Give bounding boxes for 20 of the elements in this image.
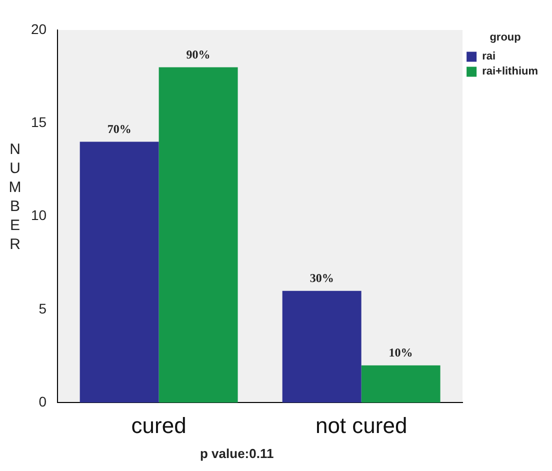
legend-label: rai <box>482 50 496 63</box>
y-axis-title: NUMBER <box>8 140 22 254</box>
annotation: 30% <box>310 270 334 285</box>
y-tick-label: 10 <box>30 207 47 224</box>
annotation: 10% <box>388 345 413 360</box>
y-tick-label: 20 <box>30 20 47 37</box>
x-tick-label: not cured <box>315 412 408 438</box>
text: p value:0.11 <box>200 446 274 461</box>
y-tick-label: 15 <box>30 114 47 130</box>
bar <box>282 290 362 403</box>
bar <box>158 67 238 403</box>
bar <box>361 365 440 403</box>
y-tick-label: 5 <box>38 300 47 316</box>
annotation: 90% <box>186 47 210 62</box>
bar <box>80 142 159 403</box>
legend-label: rai+lithium <box>482 66 538 78</box>
x-tick-label: cured <box>131 412 186 438</box>
y-tick-label: 0 <box>38 393 47 410</box>
annotation: 70% <box>107 122 132 136</box>
legend-title: group <box>490 32 522 44</box>
